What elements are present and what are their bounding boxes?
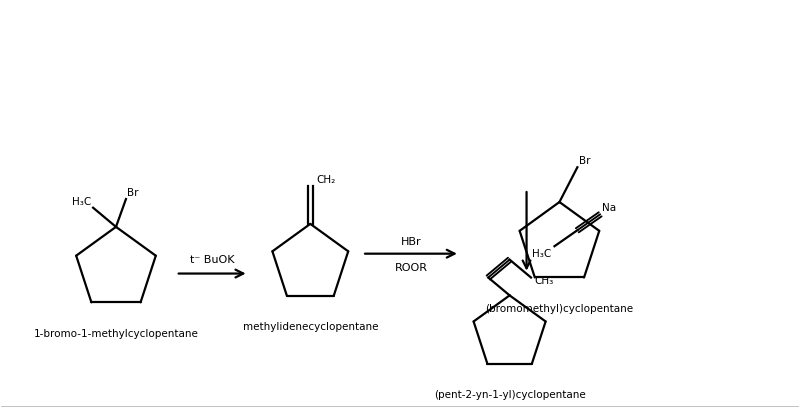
Text: Br: Br <box>127 188 138 197</box>
Text: (pent-2-yn-1-yl)cyclopentane: (pent-2-yn-1-yl)cyclopentane <box>434 389 586 399</box>
Text: CH₂: CH₂ <box>316 175 335 185</box>
Text: H₃C: H₃C <box>532 249 551 259</box>
Text: CH₃: CH₃ <box>534 275 554 285</box>
Text: ROOR: ROOR <box>394 262 427 272</box>
Text: Na: Na <box>602 203 616 213</box>
Text: methylidenecyclopentane: methylidenecyclopentane <box>242 321 378 331</box>
Text: t⁻ BuOK: t⁻ BuOK <box>190 254 234 264</box>
Text: (bromomethyl)cyclopentane: (bromomethyl)cyclopentane <box>486 304 634 313</box>
Text: H₃C: H₃C <box>72 196 91 206</box>
Text: HBr: HBr <box>401 236 422 246</box>
Text: 1-bromo-1-methylcyclopentane: 1-bromo-1-methylcyclopentane <box>34 328 198 338</box>
Text: Br: Br <box>579 156 591 166</box>
